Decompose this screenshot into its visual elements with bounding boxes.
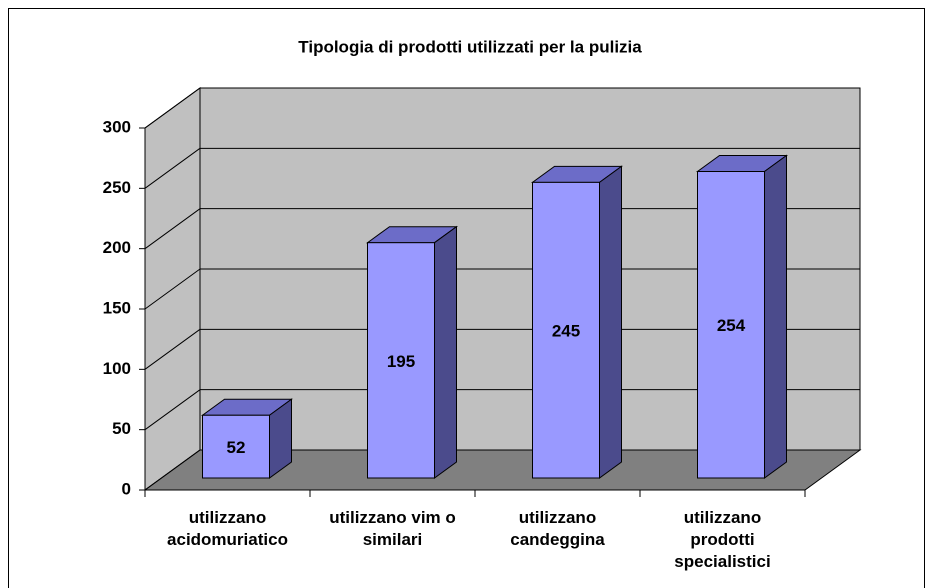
y-tick-label: 250 xyxy=(103,178,131,197)
value-label: 195 xyxy=(387,352,415,371)
bar xyxy=(202,414,270,479)
bar-side xyxy=(434,225,457,479)
grid-line xyxy=(144,147,201,189)
y-tick-label: 150 xyxy=(103,298,131,317)
bar xyxy=(532,181,600,479)
y-tick-label: 100 xyxy=(103,359,131,378)
x-tick-label: utilizzano candeggina xyxy=(510,508,605,549)
grid-line xyxy=(144,389,201,431)
grid-line xyxy=(144,449,201,491)
bar-side xyxy=(764,154,787,479)
value-label: 52 xyxy=(227,438,246,457)
x-tick-label: utilizzano acidomuriatico xyxy=(167,508,288,549)
chart-title: Tipologia di prodotti utilizzati per la … xyxy=(298,37,642,56)
grid-line xyxy=(144,268,201,310)
bar-side xyxy=(599,165,622,479)
x-tick-label: utilizzano prodotti specialistici xyxy=(674,508,771,571)
y-tick-label: 300 xyxy=(103,117,131,136)
grid-line xyxy=(144,328,201,370)
bar xyxy=(367,242,435,479)
value-label: 254 xyxy=(717,316,746,335)
grid-line xyxy=(144,87,201,129)
bar xyxy=(697,171,765,479)
x-tick-label: utilizzano vim o similari xyxy=(329,508,456,549)
y-tick-label: 200 xyxy=(103,238,131,257)
y-tick-label: 0 xyxy=(122,479,131,498)
value-label: 245 xyxy=(552,322,580,341)
y-tick-label: 50 xyxy=(112,419,131,438)
grid-line xyxy=(144,208,201,250)
